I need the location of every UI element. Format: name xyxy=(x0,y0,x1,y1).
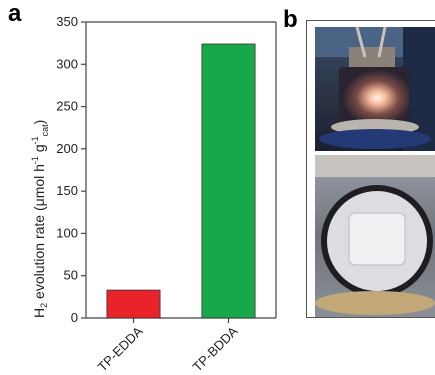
photo-icon xyxy=(315,155,435,317)
chart-bars xyxy=(106,43,256,319)
x-ticks: TP-EDDA TP-BDDA xyxy=(95,318,241,374)
photo-icon xyxy=(315,27,435,151)
y-tick-label: 300 xyxy=(56,56,78,71)
x-tick-label: TP-EDDA xyxy=(95,323,146,374)
y-tick-label: 100 xyxy=(56,225,78,240)
reactor-photo-top xyxy=(315,27,435,151)
y-tick-label: 50 xyxy=(64,268,78,283)
y-ticks: 0 50 100 150 200 250 300 350 xyxy=(56,14,86,325)
panel-label-a: a xyxy=(8,0,22,27)
bar-tp-edda xyxy=(106,289,161,319)
photo-panel xyxy=(306,20,435,318)
x-tick-label: TP-BDDA xyxy=(190,323,241,374)
y-tick-label: 350 xyxy=(56,14,78,29)
reactor-photo-bottom xyxy=(315,155,435,317)
y-tick-label: 150 xyxy=(56,183,78,198)
panel-label-b: b xyxy=(283,6,298,33)
y-tick-label: 250 xyxy=(56,99,78,114)
y-tick-label: 0 xyxy=(71,310,78,325)
y-axis-title: H2 evolution rate (μmol h-1 g-1cat) xyxy=(30,120,50,318)
y-tick-label: 200 xyxy=(56,141,78,156)
bar-tp-bdda xyxy=(201,43,256,319)
bar-chart: 0 50 100 150 200 250 300 350 TP-EDDA TP-BDDA H2 … xyxy=(30,14,277,374)
